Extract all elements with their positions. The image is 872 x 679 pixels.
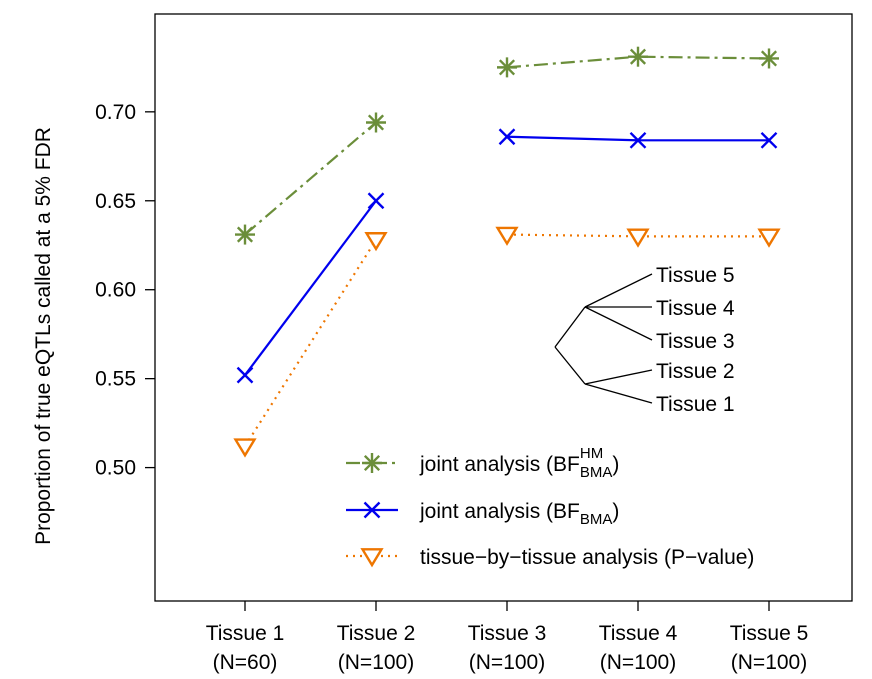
- marker-stroke: [495, 226, 519, 246]
- x-tick-label: Tissue 1: [206, 622, 285, 645]
- legend-marker: [362, 453, 382, 473]
- marker-stroke: [364, 232, 388, 252]
- data-point: [367, 192, 385, 210]
- marker-stroke: [367, 192, 385, 210]
- legend-label-end: ): [612, 500, 619, 523]
- series-2: [233, 226, 781, 458]
- legend-label-sub: BMA: [580, 511, 613, 528]
- tree-branch: [584, 369, 653, 385]
- legend-label: joint analysis (BFBMA): [419, 500, 619, 528]
- legend-label-main: joint analysis (BF: [419, 500, 580, 523]
- series-line: [506, 55, 770, 69]
- series-line: [244, 121, 377, 236]
- tree-branch: [584, 383, 653, 404]
- tissue-tree: Tissue 5 Tissue 4 Tissue 3 Tissue 2 Tissue 1: [554, 264, 735, 416]
- data-point: [629, 131, 647, 149]
- legend-label-main: tissue−by−tissue analysis (P−value): [420, 546, 754, 569]
- legend-label-sub: BMA: [580, 464, 613, 481]
- data-point: [757, 228, 781, 248]
- data-point: [497, 57, 517, 78]
- legend-entry: joint analysis (BFBMA): [346, 500, 619, 528]
- series-group: [233, 46, 781, 458]
- series-1: [236, 128, 778, 384]
- x-tick-sublabel: (N=60): [213, 651, 278, 674]
- tree-branch: [584, 273, 653, 308]
- data-point: [498, 128, 516, 146]
- marker-stroke: [363, 501, 381, 519]
- data-point: [759, 48, 779, 69]
- data-point: [495, 226, 519, 246]
- marker-stroke: [236, 366, 254, 384]
- series-line: [244, 200, 377, 376]
- data-point: [233, 438, 257, 458]
- y-tick-label: 0.70: [95, 101, 136, 124]
- legend-marker: [363, 501, 381, 519]
- marker-stroke: [757, 228, 781, 248]
- tree-branch: [584, 306, 653, 341]
- marker-stroke: [236, 226, 254, 243]
- y-tick-label: 0.65: [95, 190, 136, 213]
- tree-label: Tissue 2: [656, 360, 735, 383]
- marker-stroke: [760, 131, 778, 149]
- x-tick-sublabel: (N=100): [338, 651, 414, 674]
- y-tick-label: 0.55: [95, 368, 136, 391]
- tree-label: Tissue 3: [656, 330, 735, 353]
- tree-branch: [554, 346, 586, 385]
- data-point: [628, 46, 648, 67]
- marker-stroke: [760, 50, 778, 67]
- x-tick-sublabel: (N=100): [469, 651, 545, 674]
- tree-branch: [554, 306, 586, 348]
- x-tick-sublabel: (N=100): [600, 651, 676, 674]
- series-line: [244, 239, 377, 447]
- legend-entry: joint analysis (BFHM BMA): [346, 445, 619, 481]
- data-point: [366, 112, 386, 133]
- legend-marker: [360, 548, 384, 568]
- marker-stroke: [629, 48, 647, 65]
- marker-stroke: [498, 128, 516, 146]
- tree-label: Tissue 1: [656, 393, 735, 416]
- y-axis-title: Proportion of true eQTLs called at a 5% …: [32, 127, 55, 545]
- legend-label: tissue−by−tissue analysis (P−value): [420, 546, 754, 569]
- data-point: [626, 228, 650, 248]
- legend-label-main: joint analysis (BF: [419, 453, 580, 476]
- legend-label-sup: HM: [580, 445, 603, 462]
- y-tick-label: 0.60: [95, 279, 136, 302]
- data-point: [760, 131, 778, 149]
- data-point: [364, 232, 388, 252]
- x-tick-label: Tissue 5: [730, 622, 809, 645]
- data-point: [236, 366, 254, 384]
- legend-entry: tissue−by−tissue analysis (P−value): [346, 546, 754, 569]
- x-tick-label: Tissue 4: [599, 622, 678, 645]
- series-line: [506, 233, 769, 238]
- y-axis: 0.50 0.55 0.60 0.65 0.70: [95, 101, 155, 480]
- series-0: [235, 46, 779, 245]
- marker-stroke: [629, 131, 647, 149]
- data-point: [235, 224, 255, 245]
- y-tick-label: 0.50: [95, 457, 136, 480]
- x-axis: Tissue 1 (N=60) Tissue 2 (N=100) Tissue 3 (N=…: [206, 601, 809, 674]
- legend: joint analysis (BFHM BMA)joint analysis (…: [346, 445, 754, 569]
- plot-frame: [154, 13, 853, 602]
- marker-stroke: [360, 548, 384, 568]
- tree-label: Tissue 4: [656, 297, 735, 320]
- tree-label: Tissue 5: [656, 264, 735, 287]
- legend-label-end: ): [612, 453, 619, 476]
- marker-stroke: [367, 114, 385, 131]
- x-tick-label: Tissue 3: [468, 622, 547, 645]
- marker-stroke: [363, 454, 381, 472]
- x-tick-label: Tissue 2: [337, 622, 416, 645]
- marker-stroke: [498, 59, 516, 76]
- legend-label: joint analysis (BFHM BMA): [419, 445, 619, 481]
- x-tick-sublabel: (N=100): [731, 651, 807, 674]
- marker-stroke: [626, 228, 650, 248]
- marker-stroke: [233, 438, 257, 458]
